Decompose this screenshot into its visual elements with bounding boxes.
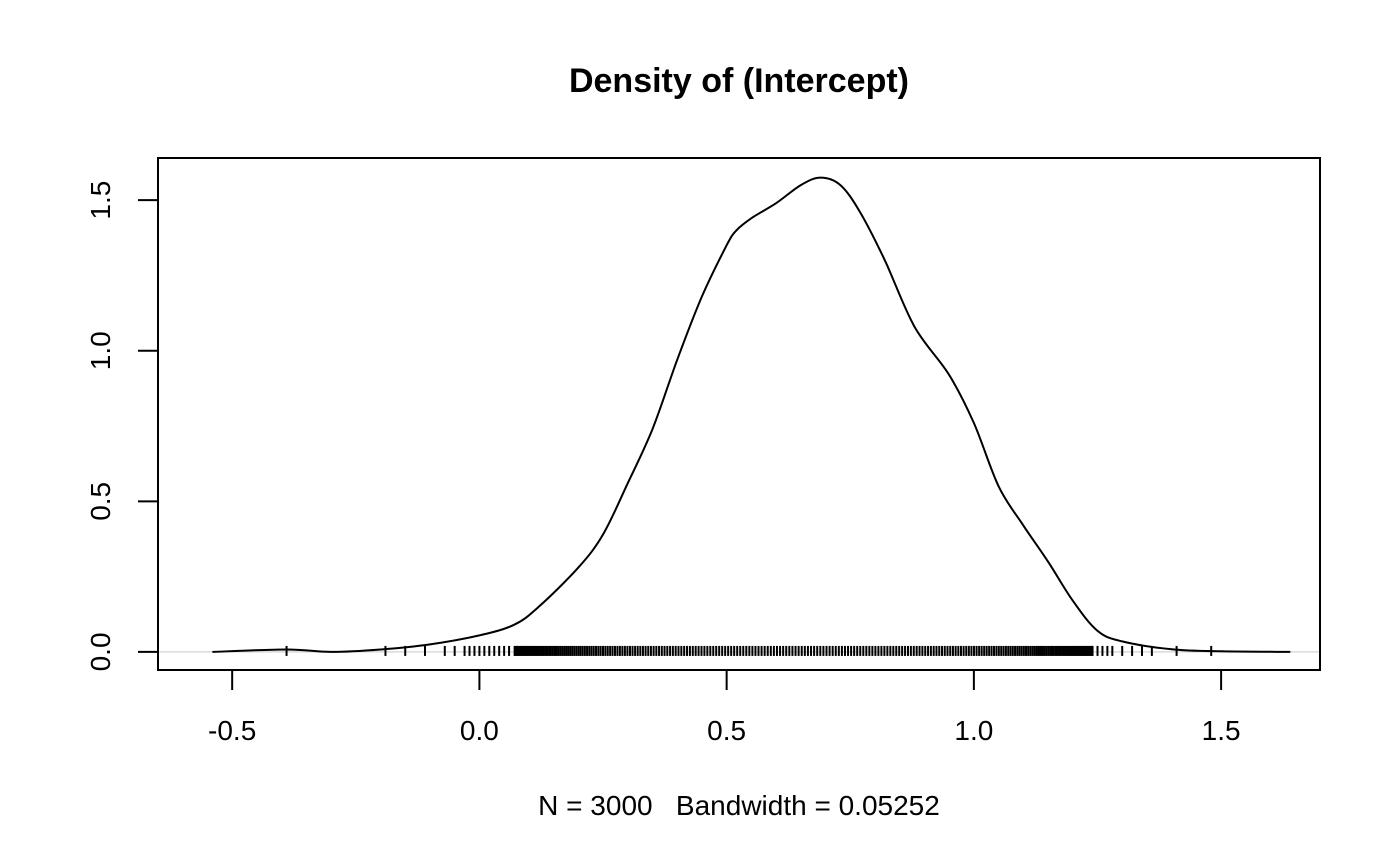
- density-curve: [212, 176, 1291, 653]
- x-tick-label: 0.5: [707, 715, 746, 746]
- y-tick-label: 0.5: [85, 482, 116, 521]
- y-axis: 0.0 0.5 1.0 1.5: [85, 181, 159, 671]
- plot-frame: [157, 157, 1321, 671]
- x-tick-label: 1.5: [1202, 715, 1241, 746]
- x-tick-label: 1.0: [954, 715, 993, 746]
- chart-title: Density of (Intercept): [569, 62, 909, 100]
- y-tick-label: 1.5: [85, 181, 116, 220]
- x-tick-label: -0.5: [208, 715, 256, 746]
- chart-subtitle: N = 3000 Bandwidth = 0.05252: [538, 790, 940, 821]
- y-tick-label: 1.0: [85, 331, 116, 370]
- y-tick-label: 0.0: [85, 632, 116, 671]
- x-axis: -0.5 0.0 0.5 1.0 1.5: [208, 669, 1241, 746]
- rug-marks: [285, 645, 1213, 656]
- x-tick-label: 0.0: [460, 715, 499, 746]
